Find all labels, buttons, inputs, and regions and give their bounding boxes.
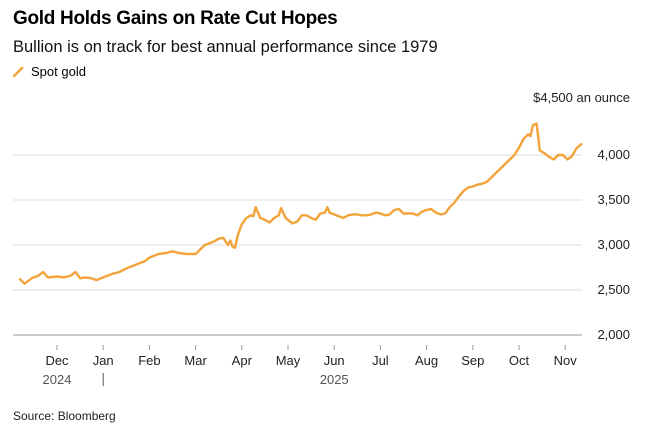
y-tick-label-2000: 2,000 <box>597 327 630 342</box>
x-tick-label-apr: Apr <box>232 353 253 368</box>
legend-label-spot-gold: Spot gold <box>31 64 86 79</box>
year-label-2025: 2025 <box>320 372 349 387</box>
source-note: Source: Bloomberg <box>13 409 116 423</box>
x-tick-label-dec: Dec <box>45 353 69 368</box>
chart-subtitle: Bullion is on track for best annual perf… <box>13 38 438 56</box>
y-tick-label-3500: 3,500 <box>597 192 630 207</box>
legend: Spot gold <box>13 64 86 79</box>
chart-title: Gold Holds Gains on Rate Cut Hopes <box>13 8 338 29</box>
x-tick-label-may: May <box>276 353 301 368</box>
y-unit-label: $4,500 an ounce <box>533 90 630 105</box>
legend-line-icon <box>13 66 24 77</box>
x-tick-label-sep: Sep <box>461 353 484 368</box>
y-tick-label-4000: 4,000 <box>597 147 630 162</box>
series-line-0 <box>18 122 583 285</box>
x-tick-label-feb: Feb <box>138 353 160 368</box>
x-tick-label-jun: Jun <box>324 353 345 368</box>
x-tick-label-nov: Nov <box>554 353 578 368</box>
line-chart: $4,500 an ounce 2,000 2,500 3,000 3,500 4,000… <box>13 90 630 387</box>
x-tick-label-jan: Jan <box>93 353 114 368</box>
y-tick-label-3000: 3,000 <box>597 237 630 252</box>
year-label-2024: 2024 <box>43 372 72 387</box>
x-tick-label-oct: Oct <box>509 353 530 368</box>
x-tick-label-jul: Jul <box>372 353 389 368</box>
x-tick-label-mar: Mar <box>184 353 207 368</box>
x-tick-label-aug: Aug <box>415 353 438 368</box>
y-tick-label-2500: 2,500 <box>597 282 630 297</box>
